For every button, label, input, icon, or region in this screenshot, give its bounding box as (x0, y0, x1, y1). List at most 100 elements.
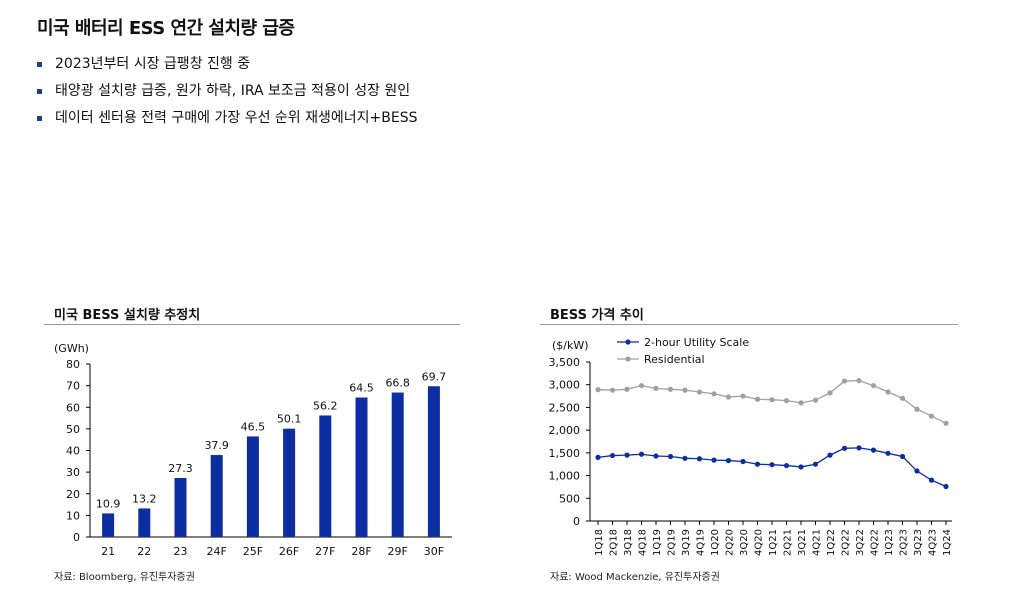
bar (138, 508, 151, 537)
bar-y-tick-label: 70 (66, 380, 80, 393)
line-series-residential-point (812, 397, 819, 403)
line-series-residential-point (943, 420, 949, 426)
line-series-residential-point (783, 398, 790, 404)
line-series-utility-point (725, 457, 732, 464)
bar-y-tick-label: 80 (66, 358, 80, 371)
bullet-square-icon (37, 89, 42, 94)
line-x-tick-label: 4Q19 (696, 529, 707, 556)
legend-label: 2-hour Utility Scale (644, 336, 749, 349)
line-series-utility-point (856, 445, 862, 451)
line-x-tick-label: 2Q22 (841, 529, 852, 556)
legend-label: Residential (644, 353, 705, 366)
line-series-residential-point (928, 413, 935, 419)
line-series-residential-point (667, 386, 674, 392)
bar (174, 477, 187, 537)
line-series-residential-point (609, 387, 616, 393)
line-y-tick-label: 0 (573, 515, 580, 528)
line-series-residential-point (885, 389, 891, 395)
line-series-utility-point (595, 454, 601, 460)
line-series-utility-point (870, 447, 877, 453)
line-series-residential-point (624, 386, 630, 392)
bar-x-tick-label: 29F (388, 545, 408, 558)
bar-chart: (GWh) 0 10 20 30 40 50 60 70 80 10.9 21 13.2 22 27.3 23… (54, 342, 452, 558)
line-series-residential-point (769, 397, 775, 403)
line-series-utility-point (609, 452, 616, 459)
bar-y-tick-label: 30 (66, 466, 80, 479)
bar-y-tick-label: 10 (66, 509, 80, 522)
line-x-tick-label: 4Q22 (870, 529, 881, 556)
line-series-residential-point (914, 406, 920, 412)
bar-value-label: 69.7 (422, 370, 447, 383)
line-x-tick-label: 1Q24 (942, 529, 953, 556)
line-x-tick-label: 2Q18 (609, 529, 620, 556)
bar-value-label: 56.2 (313, 399, 338, 412)
line-series-utility-point (812, 461, 819, 467)
line-chart-title: BESS 가격 추이 (550, 308, 644, 323)
bar-x-tick-label: 28F (351, 545, 371, 558)
line-x-tick-label: 3Q19 (681, 529, 692, 556)
bar-value-label: 27.3 (168, 462, 193, 475)
line-x-tick-label: 3Q18 (623, 529, 634, 556)
bar (210, 455, 223, 537)
line-series-utility-point (914, 468, 920, 474)
bar-value-label: 10.9 (96, 497, 121, 510)
line-x-tick-label: 4Q21 (812, 529, 823, 556)
line-y-tick-label: 500 (559, 492, 580, 505)
line-x-tick-label: 1Q20 (710, 529, 721, 556)
line-x-tick-label: 3Q23 (913, 529, 924, 556)
line-series-utility-point (841, 445, 848, 451)
line-series-utility-point (899, 453, 906, 460)
line-x-tick-label: 1Q18 (594, 529, 605, 556)
line-series-utility-point (682, 455, 688, 461)
bar (427, 386, 440, 537)
legend-marker (625, 339, 631, 345)
line-series-utility-point (943, 483, 949, 490)
bullet-item: 2023년부터 시장 급팽창 진행 중 (37, 54, 417, 81)
bullet-text: 태양광 설치량 급증, 원가 하락, IRA 보조금 적용이 성장 원인 (55, 83, 411, 99)
line-series-residential-point (841, 378, 848, 384)
bullet-text: 2023년부터 시장 급팽창 진행 중 (55, 56, 251, 72)
bullet-item: 태양광 설치량 급증, 원가 하락, IRA 보조금 적용이 성장 원인 (37, 81, 417, 108)
bar-y-tick-label: 60 (66, 401, 80, 414)
line-x-tick-label: 3Q20 (739, 529, 750, 556)
bullet-item: 데이터 센터용 전력 구매에 가장 우선 순위 재생에너지+BESS (37, 108, 417, 135)
bar-y-tick-label: 40 (66, 445, 80, 458)
line-series-residential-point (653, 385, 659, 391)
line-series-residential-point (856, 378, 862, 384)
line-series-utility-point (783, 462, 790, 469)
line-series-utility-point (696, 456, 703, 462)
bar (102, 513, 115, 537)
bullet-square-icon (37, 62, 42, 67)
bar-y-axis-label: (GWh) (54, 342, 89, 355)
line-x-tick-label: 4Q18 (638, 529, 649, 556)
line-x-tick-label: 2Q21 (783, 529, 794, 556)
line-series-utility-point (885, 450, 891, 456)
bar (283, 428, 296, 537)
line-series-utility-point (798, 464, 804, 470)
line-series-utility-point (769, 462, 775, 468)
bar (391, 392, 404, 537)
line-x-tick-label: 1Q23 (884, 529, 895, 556)
legend-marker (625, 356, 631, 362)
bullet-list: 2023년부터 시장 급팽창 진행 중 태양광 설치량 급증, 원가 하락, I… (37, 54, 417, 135)
line-series-utility-point (740, 458, 746, 465)
line-x-tick-label: 2Q19 (667, 529, 678, 556)
line-series-residential-point (696, 389, 703, 395)
bar-x-tick-label: 24F (207, 545, 227, 558)
bar (246, 436, 259, 537)
line-x-tick-label: 1Q19 (652, 529, 663, 556)
bar-y-tick-label: 0 (73, 531, 80, 544)
line-series-residential-point (754, 396, 761, 402)
line-series-residential-point (827, 390, 833, 396)
line-y-axis-label: ($/kW) (552, 339, 589, 352)
line-chart: ($/kW) 0 500 1,000 1,500 2,000 2,500 3,000 3,500… (549, 336, 954, 556)
line-x-tick-label: 4Q20 (754, 529, 765, 556)
bar-value-label: 64.5 (349, 382, 374, 395)
line-series-utility-point (667, 453, 674, 460)
line-series-residential-point (711, 391, 717, 397)
line-series-residential-point (638, 383, 645, 389)
line-series-residential-point (798, 400, 804, 406)
line-y-tick-label: 3,000 (549, 379, 581, 392)
line-series-utility-point (624, 452, 630, 458)
bar-value-label: 46.5 (241, 420, 266, 433)
